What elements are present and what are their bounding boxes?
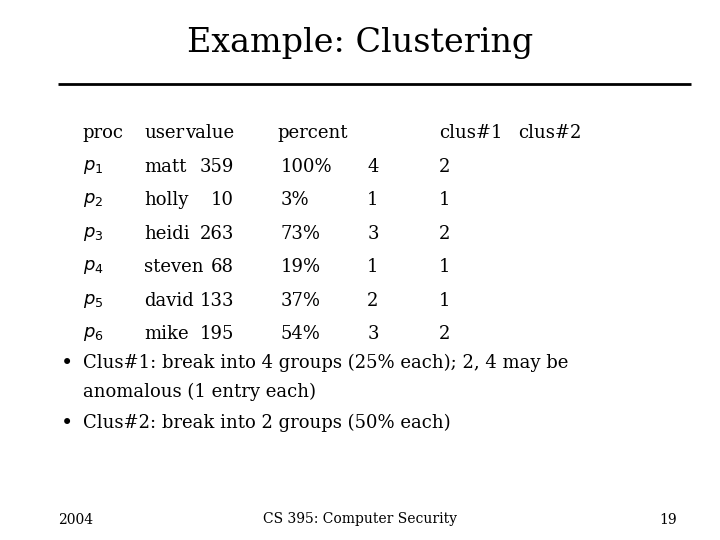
Text: 19%: 19% — [281, 258, 321, 276]
Text: 1: 1 — [439, 191, 451, 209]
Text: holly: holly — [144, 191, 189, 209]
Text: $p_{5}$: $p_{5}$ — [83, 292, 103, 309]
Text: 73%: 73% — [281, 225, 321, 242]
Text: 359: 359 — [199, 158, 234, 176]
Text: 100%: 100% — [281, 158, 333, 176]
Text: 54%: 54% — [281, 325, 320, 343]
Text: 3: 3 — [367, 225, 379, 242]
Text: 3%: 3% — [281, 191, 310, 209]
Text: •: • — [61, 414, 73, 433]
Text: david: david — [144, 292, 194, 309]
Text: Clus#2: break into 2 groups (50% each): Clus#2: break into 2 groups (50% each) — [83, 414, 451, 432]
Text: 2: 2 — [439, 225, 451, 242]
Text: 3: 3 — [367, 325, 379, 343]
Text: Example: Clustering: Example: Clustering — [187, 27, 533, 59]
Text: CS 395: Computer Security: CS 395: Computer Security — [263, 512, 457, 526]
Text: 1: 1 — [439, 292, 451, 309]
Text: clus#1: clus#1 — [439, 124, 503, 142]
Text: 2004: 2004 — [58, 512, 93, 526]
Text: 1: 1 — [439, 258, 451, 276]
Text: $p_{4}$: $p_{4}$ — [83, 258, 104, 276]
Text: $p_{6}$: $p_{6}$ — [83, 325, 104, 343]
Text: •: • — [61, 354, 73, 373]
Text: 68: 68 — [211, 258, 234, 276]
Text: 19: 19 — [660, 512, 677, 526]
Text: 133: 133 — [199, 292, 234, 309]
Text: percent: percent — [277, 124, 348, 142]
Text: 263: 263 — [199, 225, 234, 242]
Text: 2: 2 — [367, 292, 379, 309]
Text: 1: 1 — [367, 258, 379, 276]
Text: 195: 195 — [199, 325, 234, 343]
Text: matt: matt — [144, 158, 186, 176]
Text: value: value — [185, 124, 234, 142]
Text: 4: 4 — [367, 158, 379, 176]
Text: $p_{3}$: $p_{3}$ — [83, 225, 103, 242]
Text: mike: mike — [144, 325, 189, 343]
Text: $p_{1}$: $p_{1}$ — [83, 158, 103, 176]
Text: user: user — [144, 124, 184, 142]
Text: 2: 2 — [439, 158, 451, 176]
Text: proc: proc — [83, 124, 124, 142]
Text: 10: 10 — [211, 191, 234, 209]
Text: Clus#1: break into 4 groups (25% each); 2, 4 may be: Clus#1: break into 4 groups (25% each); … — [83, 354, 568, 372]
Text: clus#2: clus#2 — [518, 124, 582, 142]
Text: 37%: 37% — [281, 292, 321, 309]
Text: 1: 1 — [367, 191, 379, 209]
Text: $p_{2}$: $p_{2}$ — [83, 191, 103, 209]
Text: anomalous (1 entry each): anomalous (1 entry each) — [83, 383, 316, 401]
Text: steven: steven — [144, 258, 204, 276]
Text: heidi: heidi — [144, 225, 189, 242]
Text: 2: 2 — [439, 325, 451, 343]
